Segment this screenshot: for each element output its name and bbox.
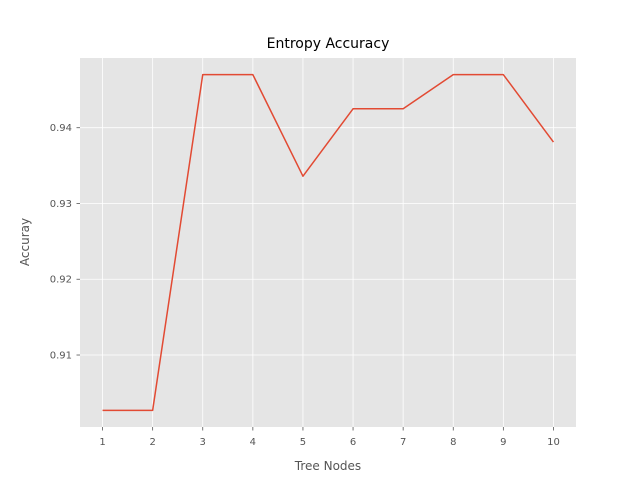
x-tick-label: 1	[99, 437, 105, 448]
x-tick-label: 9	[500, 437, 506, 448]
y-tick-label: 0.94	[50, 123, 72, 134]
x-tick-label: 7	[400, 437, 406, 448]
x-axis-label: Tree Nodes	[294, 459, 361, 473]
chart-title: Entropy Accuracy	[267, 36, 390, 52]
y-tick-label: 0.93	[50, 199, 72, 210]
x-tick-label: 2	[149, 437, 155, 448]
x-tick-label: 6	[350, 437, 356, 448]
y-axis-label: Accuray	[18, 218, 32, 266]
y-tick-label: 0.92	[50, 275, 72, 286]
y-tick-label: 0.91	[50, 351, 72, 362]
plot-background	[80, 58, 576, 427]
x-tick-label: 10	[547, 437, 560, 448]
x-tick-label: 3	[200, 437, 206, 448]
x-tick-label: 5	[300, 437, 306, 448]
x-tick-label: 4	[250, 437, 256, 448]
x-tick-label: 8	[450, 437, 456, 448]
